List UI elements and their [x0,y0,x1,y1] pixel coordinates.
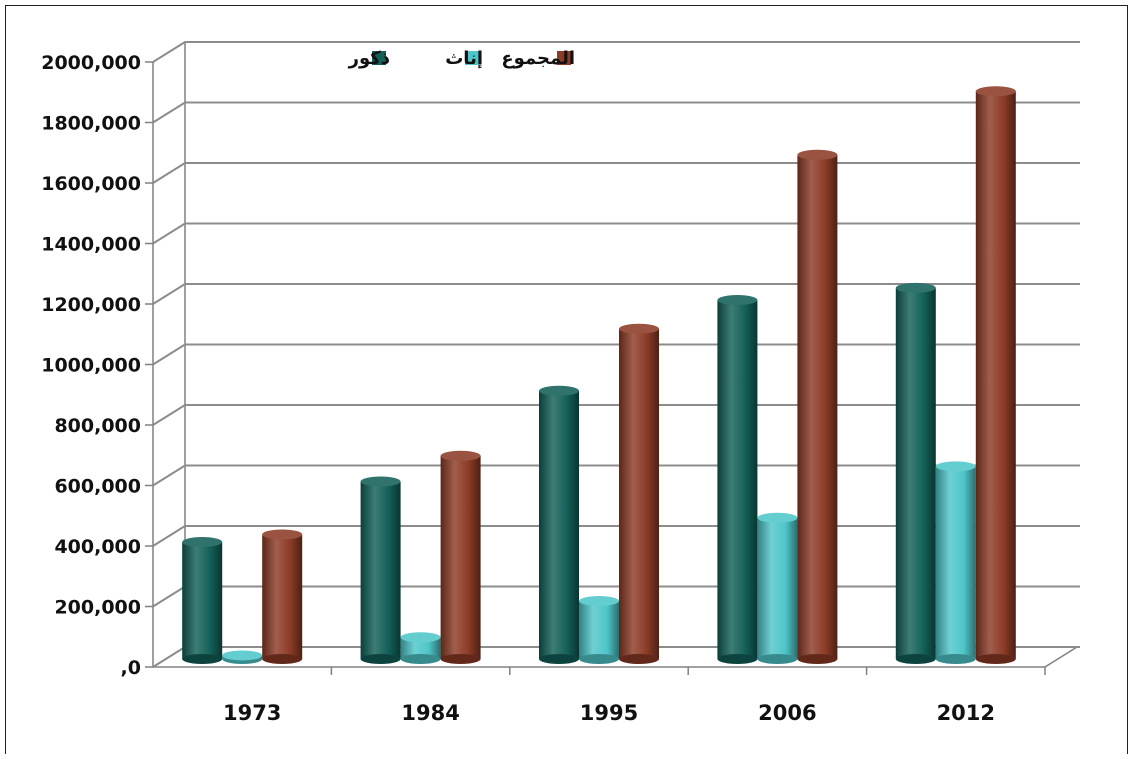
legend-label: إناث [445,48,483,69]
axes: ,0 200,000 400,000 600,000 800,000 1000,000 12… [41,52,1046,725]
bar [440,450,481,664]
gridline [152,162,1080,184]
bar [539,385,579,664]
gridline [152,343,1080,366]
y-tick-label: 1200,000 [41,294,141,316]
legend-label: ذكور [348,48,390,69]
bar [935,461,976,664]
bar [757,512,798,664]
legend: ذكور إناث المجموع [348,48,575,69]
legend-swatch [465,51,479,65]
gridline [152,464,1080,487]
y-tick-label: 1600,000 [41,173,141,195]
y-tick-label: 400,000 [54,536,141,558]
bar [579,595,619,664]
bar [360,476,401,664]
x-tick-label: 2006 [758,701,816,725]
y-tick-label: ,0 [121,657,141,679]
bar [262,529,303,664]
x-tick-label: 1973 [223,701,281,725]
y-tick-label: 1000,000 [41,355,141,377]
chart-frame [5,5,1128,754]
y-tick-label: 2000,000 [41,52,141,74]
legend-item: ذكور [348,48,390,69]
gridline [152,101,1080,124]
legend-label: المجموع [501,48,575,69]
y-tick-label: 1800,000 [41,113,141,135]
gridlines [152,41,1080,668]
legend-swatch [557,51,571,65]
bar [222,650,263,664]
legend-swatch [372,51,386,65]
bar [400,632,441,664]
legend-item: إناث [445,48,483,69]
bar [895,282,936,664]
legend-item: المجموع [501,48,575,69]
x-tick-label: 1995 [580,701,638,725]
bar [717,295,758,664]
y-tick-label: 600,000 [54,476,141,498]
bar [797,149,838,664]
y-tick-label: 1400,000 [41,234,141,256]
bar [619,323,659,664]
gridline [152,404,1080,426]
gridline [152,41,1080,63]
x-tick-label: 2012 [937,701,995,725]
x-tick-label: 1984 [401,701,459,725]
y-tick-label: 200,000 [54,597,141,619]
gridline [152,283,1080,305]
gridline [152,222,1080,245]
bar [182,537,223,664]
bar [975,86,1016,664]
y-tick-label: 800,000 [54,415,141,437]
bars [182,86,1016,664]
